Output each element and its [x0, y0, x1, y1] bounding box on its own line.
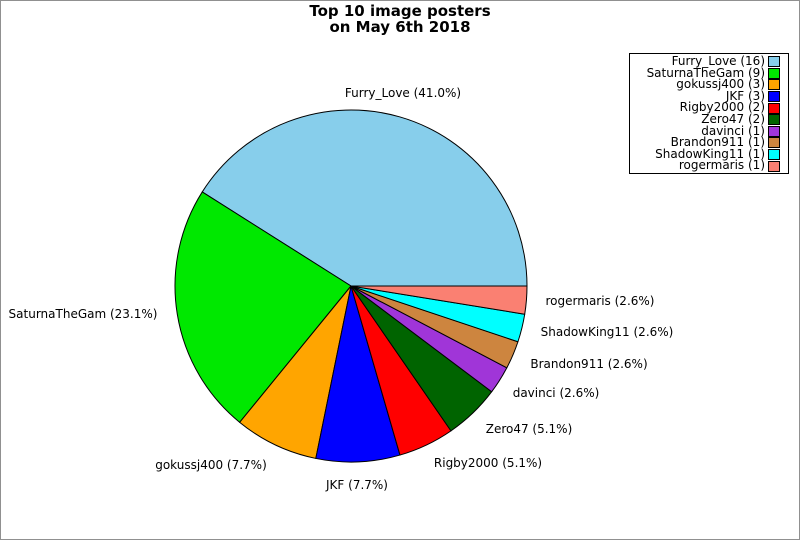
pie-slice-rogermaris — [350, 285, 528, 315]
pie-slice-Furry_Love — [201, 109, 528, 287]
pie-slice-SaturnaTheGam — [174, 191, 352, 423]
slice-label-Rigby2000: Rigby2000 (5.1%) — [433, 456, 543, 470]
legend-swatch — [768, 79, 780, 91]
chart-title-line1: Top 10 image posters — [309, 2, 491, 20]
legend-label: Furry_Love (16) — [671, 54, 765, 68]
legend-label: SaturnaTheGam (9) — [646, 65, 765, 80]
legend-item-ShadowKing11: ShadowKing11 (1) — [630, 146, 788, 161]
slice-label-SaturnaTheGam: SaturnaTheGam (23.1%) — [8, 307, 158, 321]
legend-item-rogermaris: rogermaris (1) — [630, 160, 788, 172]
chart-title-line2: on May 6th 2018 — [329, 18, 471, 36]
legend-label: JKF (3) — [725, 88, 765, 103]
legend-swatch — [768, 160, 780, 172]
legend-label: ShadowKing11 (1) — [655, 146, 765, 161]
legend-item-davinci: davinci (1) — [630, 123, 788, 138]
legend-swatch — [768, 67, 780, 79]
slice-label-JKF: JKF (7.7%) — [326, 478, 388, 492]
legend-item-gokussj400: gokussj400 (3) — [630, 77, 788, 92]
legend: Furry_Love (16) SaturnaTheGam (9) gokussj4… — [629, 53, 789, 174]
legend-swatch — [768, 137, 780, 149]
slice-label-davinci: davinci (2.6%) — [512, 386, 600, 400]
legend-swatch — [768, 149, 780, 161]
legend-item-Brandon911: Brandon911 (1) — [630, 135, 788, 150]
slice-label-Brandon911: Brandon911 (2.6%) — [530, 357, 648, 371]
legend-swatch — [768, 114, 780, 126]
slice-label-Furry_Love: Furry_Love (41.0%) — [344, 86, 462, 100]
legend-label: davinci (1) — [701, 123, 765, 138]
legend-swatch — [768, 102, 780, 114]
slice-label-Zero47: Zero47 (5.1%) — [485, 422, 573, 436]
slice-label-rogermaris: rogermaris (2.6%) — [545, 294, 655, 308]
legend-swatch — [768, 91, 780, 103]
legend-item-Furry_Love: Furry_Love (16) — [630, 54, 788, 68]
legend-swatch — [768, 125, 780, 137]
legend-item-Rigby2000: Rigby2000 (2) — [630, 102, 788, 114]
legend-swatch — [768, 56, 780, 68]
legend-item-Zero47: Zero47 (2) — [630, 111, 788, 126]
legend-label: gokussj400 (3) — [676, 77, 765, 92]
legend-label: Rigby2000 (2) — [679, 100, 765, 115]
legend-label: Brandon911 (1) — [670, 135, 765, 150]
legend-label: rogermaris (1) — [678, 158, 765, 173]
slice-label-gokussj400: gokussj400 (7.7%) — [155, 458, 267, 472]
legend-item-JKF: JKF (3) — [630, 88, 788, 103]
legend-item-SaturnaTheGam: SaturnaTheGam (9) — [630, 65, 788, 80]
chart-title: Top 10 image posters on May 6th 2018 — [1, 3, 799, 35]
slice-label-ShadowKing11: ShadowKing11 (2.6%) — [540, 325, 674, 339]
legend-label: Zero47 (2) — [701, 111, 765, 126]
